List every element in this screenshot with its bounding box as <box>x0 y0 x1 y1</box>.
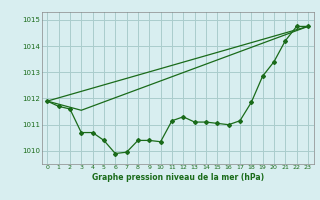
X-axis label: Graphe pression niveau de la mer (hPa): Graphe pression niveau de la mer (hPa) <box>92 173 264 182</box>
